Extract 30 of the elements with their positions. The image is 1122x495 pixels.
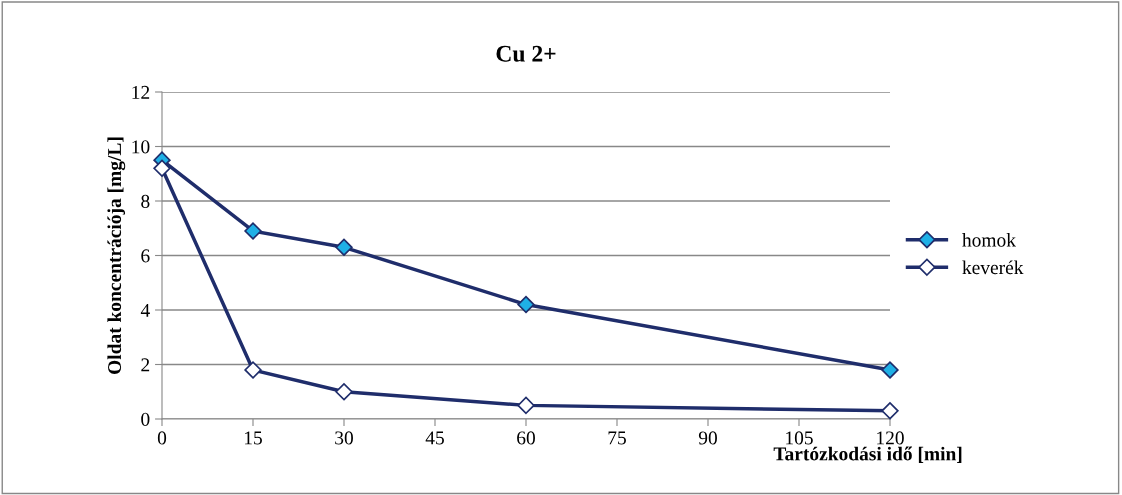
point xyxy=(335,238,353,257)
x-tick-label: 120 xyxy=(877,431,904,445)
legend-label: homok xyxy=(962,233,1016,247)
legend-label: keverék xyxy=(962,260,1024,275)
point xyxy=(881,361,899,379)
y-tick-label: 6 xyxy=(141,249,150,263)
point xyxy=(517,396,535,415)
x-tick-label: 105 xyxy=(786,431,813,445)
x-tick-label: 30 xyxy=(335,431,353,445)
point xyxy=(244,222,262,240)
y-axis-title: Oldat koncentrációja [mg/L] xyxy=(107,137,126,374)
y-tick-label: 10 xyxy=(132,140,150,154)
chart-title: Cu 2+ xyxy=(496,45,556,62)
x-tick-label: 75 xyxy=(608,431,626,445)
y-tick-label: 4 xyxy=(140,303,150,317)
y-tick-label: 2 xyxy=(141,358,150,372)
x-tick-label: 90 xyxy=(698,431,717,445)
x-axis-title: Tartózkodási idő [min] xyxy=(773,446,962,463)
x-tick-label: 0 xyxy=(157,431,167,445)
point xyxy=(517,295,535,314)
x-tick-label: 45 xyxy=(425,431,444,445)
y-tick-label: 12 xyxy=(132,85,150,99)
point xyxy=(153,159,171,177)
point xyxy=(881,402,899,420)
point xyxy=(335,383,353,401)
y-tick-label: 8 xyxy=(141,194,150,208)
y-tick-label: 0 xyxy=(141,412,150,426)
point xyxy=(244,361,262,379)
x-tick-label: 15 xyxy=(244,431,262,445)
x-tick-label: 60 xyxy=(517,431,535,445)
